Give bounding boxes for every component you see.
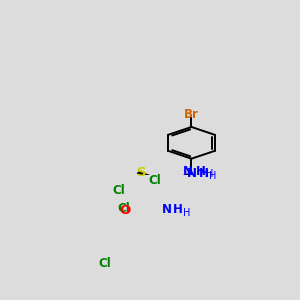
Text: H: H	[209, 171, 217, 181]
Text: Cl: Cl	[112, 184, 125, 197]
Text: H: H	[206, 169, 213, 179]
Text: H: H	[196, 165, 206, 178]
Text: H: H	[199, 167, 209, 180]
Text: N: N	[187, 167, 197, 180]
Text: Cl: Cl	[117, 202, 130, 214]
Text: S: S	[137, 166, 146, 179]
Text: Cl: Cl	[98, 257, 111, 270]
Text: N: N	[183, 165, 193, 178]
Text: H: H	[184, 208, 191, 218]
Text: N: N	[162, 203, 172, 216]
Text: Br: Br	[184, 108, 199, 121]
Text: Cl: Cl	[148, 174, 161, 188]
Text: O: O	[119, 204, 130, 217]
Text: H: H	[173, 203, 183, 216]
